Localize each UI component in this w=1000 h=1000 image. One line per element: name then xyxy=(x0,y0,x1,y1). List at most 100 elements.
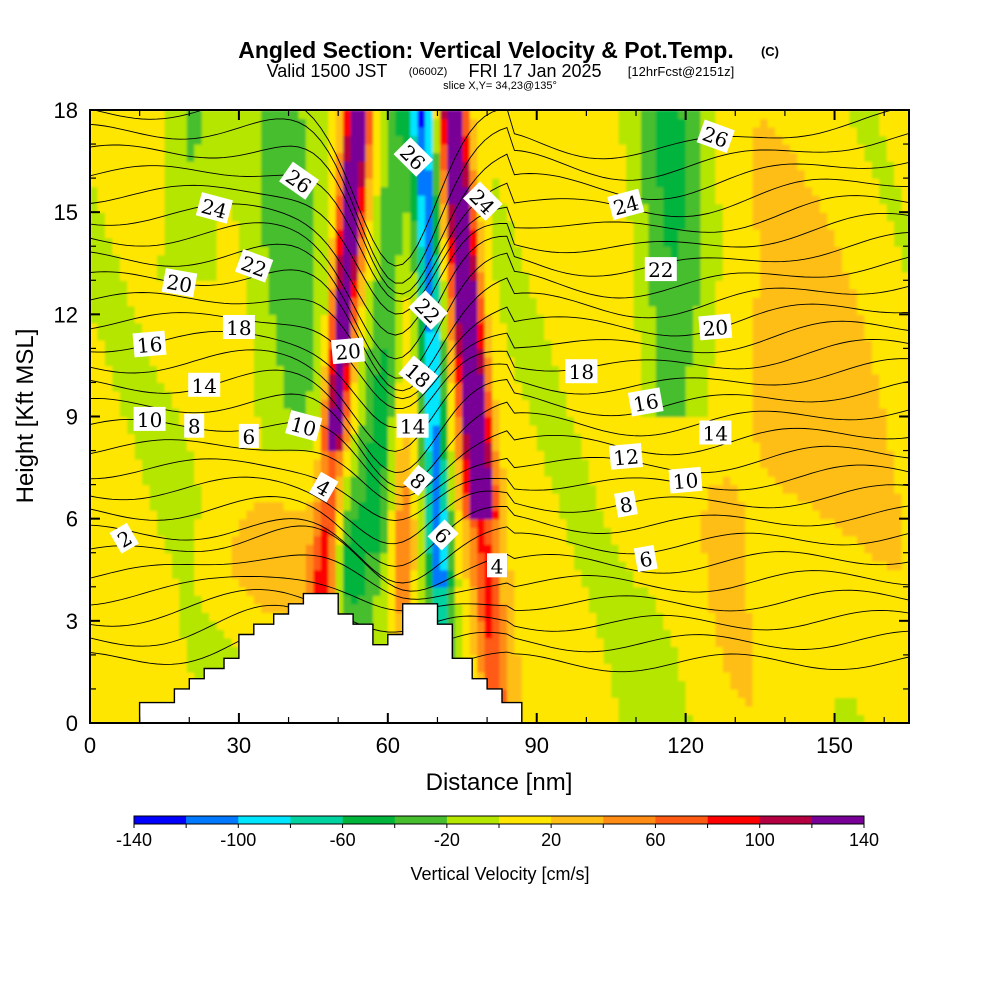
velocity-cell xyxy=(484,518,493,528)
velocity-cell xyxy=(209,331,218,341)
velocity-cell xyxy=(283,144,292,154)
velocity-cell xyxy=(395,442,404,452)
velocity-cell xyxy=(328,356,337,366)
velocity-cell xyxy=(298,110,307,120)
velocity-cell xyxy=(157,450,165,460)
velocity-cell xyxy=(238,416,247,426)
velocity-cell xyxy=(387,595,396,605)
velocity-cell xyxy=(462,433,471,443)
velocity-cell xyxy=(387,314,396,324)
velocity-cell xyxy=(581,186,590,196)
velocity-cell xyxy=(104,697,113,707)
velocity-cell xyxy=(521,237,530,247)
velocity-cell xyxy=(588,348,597,358)
velocity-cell xyxy=(112,680,121,690)
velocity-cell xyxy=(521,195,530,205)
velocity-cell xyxy=(372,501,381,511)
velocity-cell xyxy=(358,552,366,562)
velocity-cell xyxy=(536,297,545,307)
velocity-cell xyxy=(238,595,247,605)
velocity-cell xyxy=(261,229,270,239)
velocity-cell xyxy=(410,135,419,145)
velocity-cell xyxy=(551,356,560,366)
velocity-cell xyxy=(566,280,575,290)
velocity-cell xyxy=(216,161,225,171)
velocity-cell xyxy=(313,365,322,375)
velocity-cell xyxy=(119,152,128,162)
velocity-cell xyxy=(238,501,247,511)
velocity-cell xyxy=(283,118,292,128)
velocity-cell xyxy=(492,399,501,409)
velocity-cell xyxy=(104,127,113,137)
velocity-cell xyxy=(112,229,121,239)
velocity-cell xyxy=(291,263,299,273)
velocity-cell xyxy=(104,356,113,366)
velocity-cell xyxy=(521,365,530,375)
velocity-cell xyxy=(603,654,612,664)
velocity-cell xyxy=(283,186,292,196)
velocity-cell xyxy=(149,280,158,290)
velocity-cell xyxy=(171,348,180,358)
velocity-cell xyxy=(164,535,173,545)
velocity-cell xyxy=(201,595,210,605)
forecast-info: [12hrFcst@2151z] xyxy=(628,64,734,79)
velocity-cell xyxy=(350,297,359,307)
velocity-cell xyxy=(104,714,113,723)
velocity-cell xyxy=(276,356,285,366)
velocity-cell xyxy=(469,408,478,418)
velocity-cell xyxy=(425,110,433,120)
velocity-cell xyxy=(574,118,582,128)
velocity-cell xyxy=(588,629,597,639)
velocity-cell xyxy=(127,331,136,341)
velocity-cell xyxy=(596,510,605,520)
velocity-cell xyxy=(298,288,307,298)
velocity-cell xyxy=(372,382,381,392)
velocity-cell xyxy=(261,365,270,375)
velocity-cell xyxy=(164,297,173,307)
velocity-cell xyxy=(551,544,560,554)
velocity-cell xyxy=(596,229,605,239)
velocity-cell xyxy=(492,118,501,128)
velocity-cell xyxy=(588,161,597,171)
velocity-cell xyxy=(499,680,508,690)
velocity-cell xyxy=(477,399,486,409)
velocity-cell xyxy=(268,382,277,392)
velocity-cell xyxy=(104,246,113,256)
velocity-cell xyxy=(395,305,404,315)
velocity-cell xyxy=(142,263,151,273)
velocity-cell xyxy=(499,663,508,673)
velocity-cell xyxy=(469,603,478,613)
velocity-cell xyxy=(335,450,344,460)
velocity-cell xyxy=(484,637,493,647)
velocity-cell xyxy=(171,612,180,622)
velocity-cell xyxy=(529,416,538,426)
velocity-cell xyxy=(514,612,523,622)
velocity-cell xyxy=(432,484,441,494)
velocity-cell xyxy=(536,697,545,707)
velocity-cell xyxy=(112,595,121,605)
velocity-cell xyxy=(186,518,195,528)
velocity-cell xyxy=(149,135,158,145)
velocity-cell xyxy=(380,127,389,137)
velocity-cell xyxy=(164,305,173,315)
velocity-cell xyxy=(529,195,538,205)
velocity-cell xyxy=(186,220,195,230)
velocity-cell xyxy=(119,697,128,707)
velocity-cell xyxy=(119,237,128,247)
velocity-cell xyxy=(536,706,545,716)
velocity-cell xyxy=(276,348,285,358)
velocity-cell xyxy=(521,510,530,520)
velocity-cell xyxy=(201,339,210,349)
velocity-cell xyxy=(171,646,180,656)
velocity-cell xyxy=(365,144,374,154)
velocity-fill xyxy=(90,110,909,723)
velocity-cell xyxy=(454,561,463,571)
velocity-cell xyxy=(283,331,292,341)
velocity-cell xyxy=(127,612,136,622)
velocity-cell xyxy=(499,373,508,383)
velocity-cell xyxy=(253,373,262,383)
velocity-cell xyxy=(104,314,113,324)
velocity-cell xyxy=(179,348,188,358)
velocity-cell xyxy=(447,263,456,273)
velocity-cell xyxy=(305,552,314,562)
